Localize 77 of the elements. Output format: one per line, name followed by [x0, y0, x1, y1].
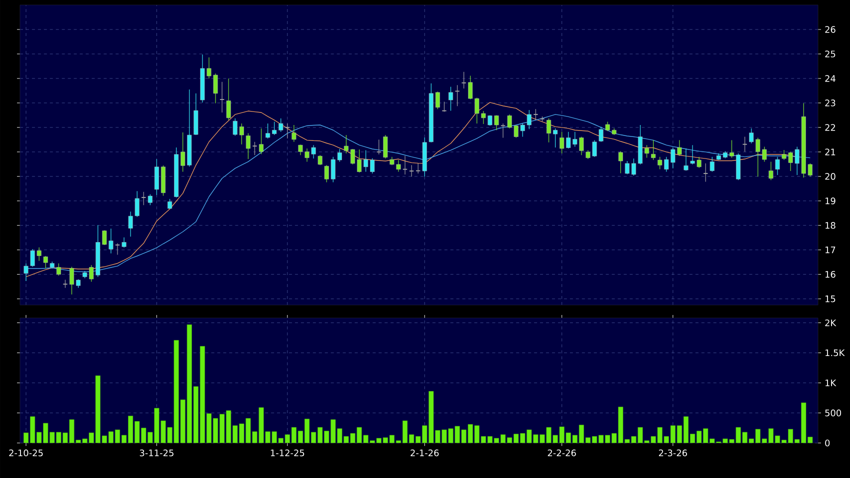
candlestick	[148, 194, 152, 206]
candlestick	[122, 237, 126, 248]
y-tick-label: 15	[826, 296, 836, 302]
candlestick	[259, 128, 264, 154]
candlestick	[526, 110, 532, 130]
candlestick	[252, 142, 258, 156]
candlestick	[337, 148, 342, 162]
y-tick-label: 2K	[825, 319, 836, 326]
y-tick-label: 17	[826, 246, 836, 254]
y-tick-label: 1.5K	[826, 350, 845, 356]
candlestick	[442, 101, 447, 112]
y-tick-label: 19	[826, 198, 836, 204]
candlestick	[43, 256, 48, 269]
candlestick	[448, 86, 454, 112]
candlestick	[533, 108, 538, 120]
y-tick-label: 1K	[826, 380, 836, 386]
candlestick	[266, 123, 270, 139]
candlestick	[644, 144, 650, 158]
x-tick-label: 1-12-25	[270, 450, 304, 456]
candlestick	[357, 149, 362, 173]
candlestick	[742, 136, 748, 152]
candlestick	[684, 148, 688, 172]
x-tick-label: 2-3-26	[658, 450, 688, 456]
candlestick	[70, 266, 74, 295]
candlestick	[344, 134, 348, 154]
candlestick	[318, 154, 322, 166]
candlestick	[350, 148, 355, 165]
y-tick-label: 21	[825, 148, 836, 156]
candlestick	[408, 164, 414, 177]
candlestick	[246, 133, 250, 160]
y-tick-label: 16	[826, 270, 836, 278]
candlestick	[226, 78, 231, 120]
candlestick	[546, 118, 552, 143]
candlestick	[651, 140, 656, 160]
candlestick	[376, 139, 382, 155]
candlestick	[703, 163, 708, 182]
candlestick	[454, 84, 460, 106]
candlestick	[168, 198, 172, 210]
candlestick	[402, 156, 408, 175]
candlestick	[710, 156, 714, 172]
candlestick	[416, 163, 421, 174]
candlestick	[128, 211, 133, 237]
candlestick	[364, 150, 368, 172]
candlestick	[775, 156, 780, 176]
y-tick-label: 20	[825, 173, 836, 180]
candlestick	[370, 158, 375, 174]
candlestick	[768, 161, 774, 180]
y-tick-label: 18	[826, 222, 836, 229]
candlestick	[219, 82, 225, 113]
candlestick	[500, 123, 506, 138]
candlestick	[292, 124, 296, 142]
y-tick-label: 25	[825, 50, 836, 58]
candlestick	[631, 158, 636, 176]
candlestick	[461, 72, 466, 89]
candlestick	[730, 140, 734, 158]
candlestick	[134, 190, 140, 218]
x-tick-label: 3-11-25	[140, 450, 174, 456]
candlestick	[114, 242, 120, 256]
y-tick-label: 26	[825, 26, 836, 33]
candlestick	[808, 163, 812, 177]
candlestick	[624, 160, 630, 175]
candlestick	[56, 263, 61, 276]
candlestick	[383, 134, 388, 159]
x-tick-label: 2-10-25	[9, 450, 43, 456]
candlestick	[154, 158, 159, 196]
y-tick-label: 0	[825, 440, 830, 446]
y-tick-label: 500	[825, 410, 842, 416]
x-tick-label: 2-2-26	[548, 450, 576, 456]
y-tick-label: 22	[825, 124, 836, 131]
y-tick-label: 23	[825, 100, 836, 106]
candlestick	[435, 91, 440, 110]
x-tick-label: 2-1-26	[410, 450, 439, 456]
candlestick	[284, 123, 290, 139]
candlestick	[141, 192, 146, 206]
candlestick	[618, 150, 623, 174]
y-tick-label: 24	[825, 75, 836, 82]
candlestick	[553, 128, 558, 148]
